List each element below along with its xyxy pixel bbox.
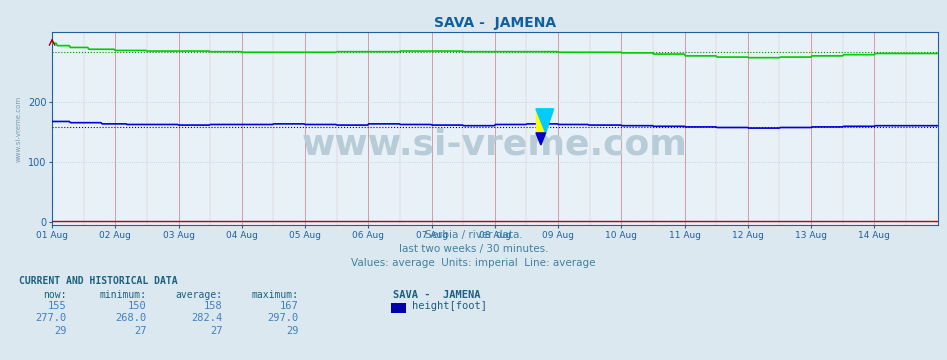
Polygon shape — [536, 109, 545, 133]
Text: www.si-vreme.com: www.si-vreme.com — [15, 96, 22, 162]
Text: 27: 27 — [134, 326, 147, 336]
Text: 29: 29 — [286, 326, 298, 336]
Polygon shape — [536, 109, 554, 133]
Polygon shape — [536, 133, 545, 145]
Text: 27: 27 — [210, 326, 223, 336]
Text: 158: 158 — [204, 301, 223, 311]
Text: now:: now: — [43, 290, 66, 300]
Text: 167: 167 — [279, 301, 298, 311]
Text: 268.0: 268.0 — [116, 313, 147, 323]
Text: last two weeks / 30 minutes.: last two weeks / 30 minutes. — [399, 244, 548, 254]
Text: minimum:: minimum: — [99, 290, 147, 300]
Text: 150: 150 — [128, 301, 147, 311]
Text: www.si-vreme.com: www.si-vreme.com — [302, 127, 688, 161]
Text: average:: average: — [175, 290, 223, 300]
Text: 282.4: 282.4 — [191, 313, 223, 323]
Text: 155: 155 — [47, 301, 66, 311]
Text: 29: 29 — [54, 326, 66, 336]
Text: height[foot]: height[foot] — [412, 301, 487, 311]
Text: Values: average  Units: imperial  Line: average: Values: average Units: imperial Line: av… — [351, 258, 596, 269]
Text: 277.0: 277.0 — [35, 313, 66, 323]
Title: SAVA -  JAMENA: SAVA - JAMENA — [434, 16, 556, 30]
Text: Serbia / river data.: Serbia / river data. — [424, 230, 523, 240]
Text: maximum:: maximum: — [251, 290, 298, 300]
Text: CURRENT AND HISTORICAL DATA: CURRENT AND HISTORICAL DATA — [19, 276, 178, 287]
Text: SAVA -  JAMENA: SAVA - JAMENA — [393, 290, 480, 300]
Text: 297.0: 297.0 — [267, 313, 298, 323]
